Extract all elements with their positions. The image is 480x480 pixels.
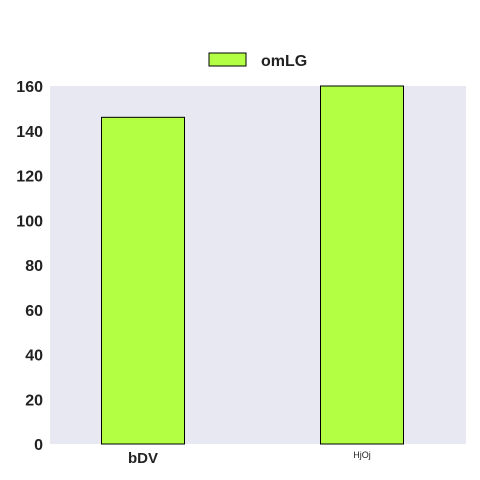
y-tick-label: 0: [34, 437, 43, 454]
bar: [320, 85, 404, 445]
bar: [101, 116, 185, 445]
x-tick-label: HjOj: [353, 450, 371, 460]
y-tick-label: 100: [16, 213, 43, 230]
bars-group: [101, 85, 404, 445]
y-tick-label: 40: [25, 348, 43, 365]
y-tick-label: 140: [16, 124, 43, 141]
y-tick-label: 120: [16, 169, 43, 186]
y-tick-label: 20: [25, 392, 43, 409]
y-tick-label: 80: [25, 258, 43, 275]
x-tick-label: bDV: [128, 450, 158, 467]
x-axis: bDV HjOj: [128, 450, 371, 467]
legend-swatch: [208, 52, 247, 67]
legend-label: omLG: [261, 53, 307, 70]
y-tick-label: 60: [25, 303, 43, 320]
legend: omLG: [208, 52, 307, 70]
y-axis: 0 20 40 60 80 100 120 140 160: [16, 79, 43, 454]
y-tick-label: 160: [16, 79, 43, 96]
